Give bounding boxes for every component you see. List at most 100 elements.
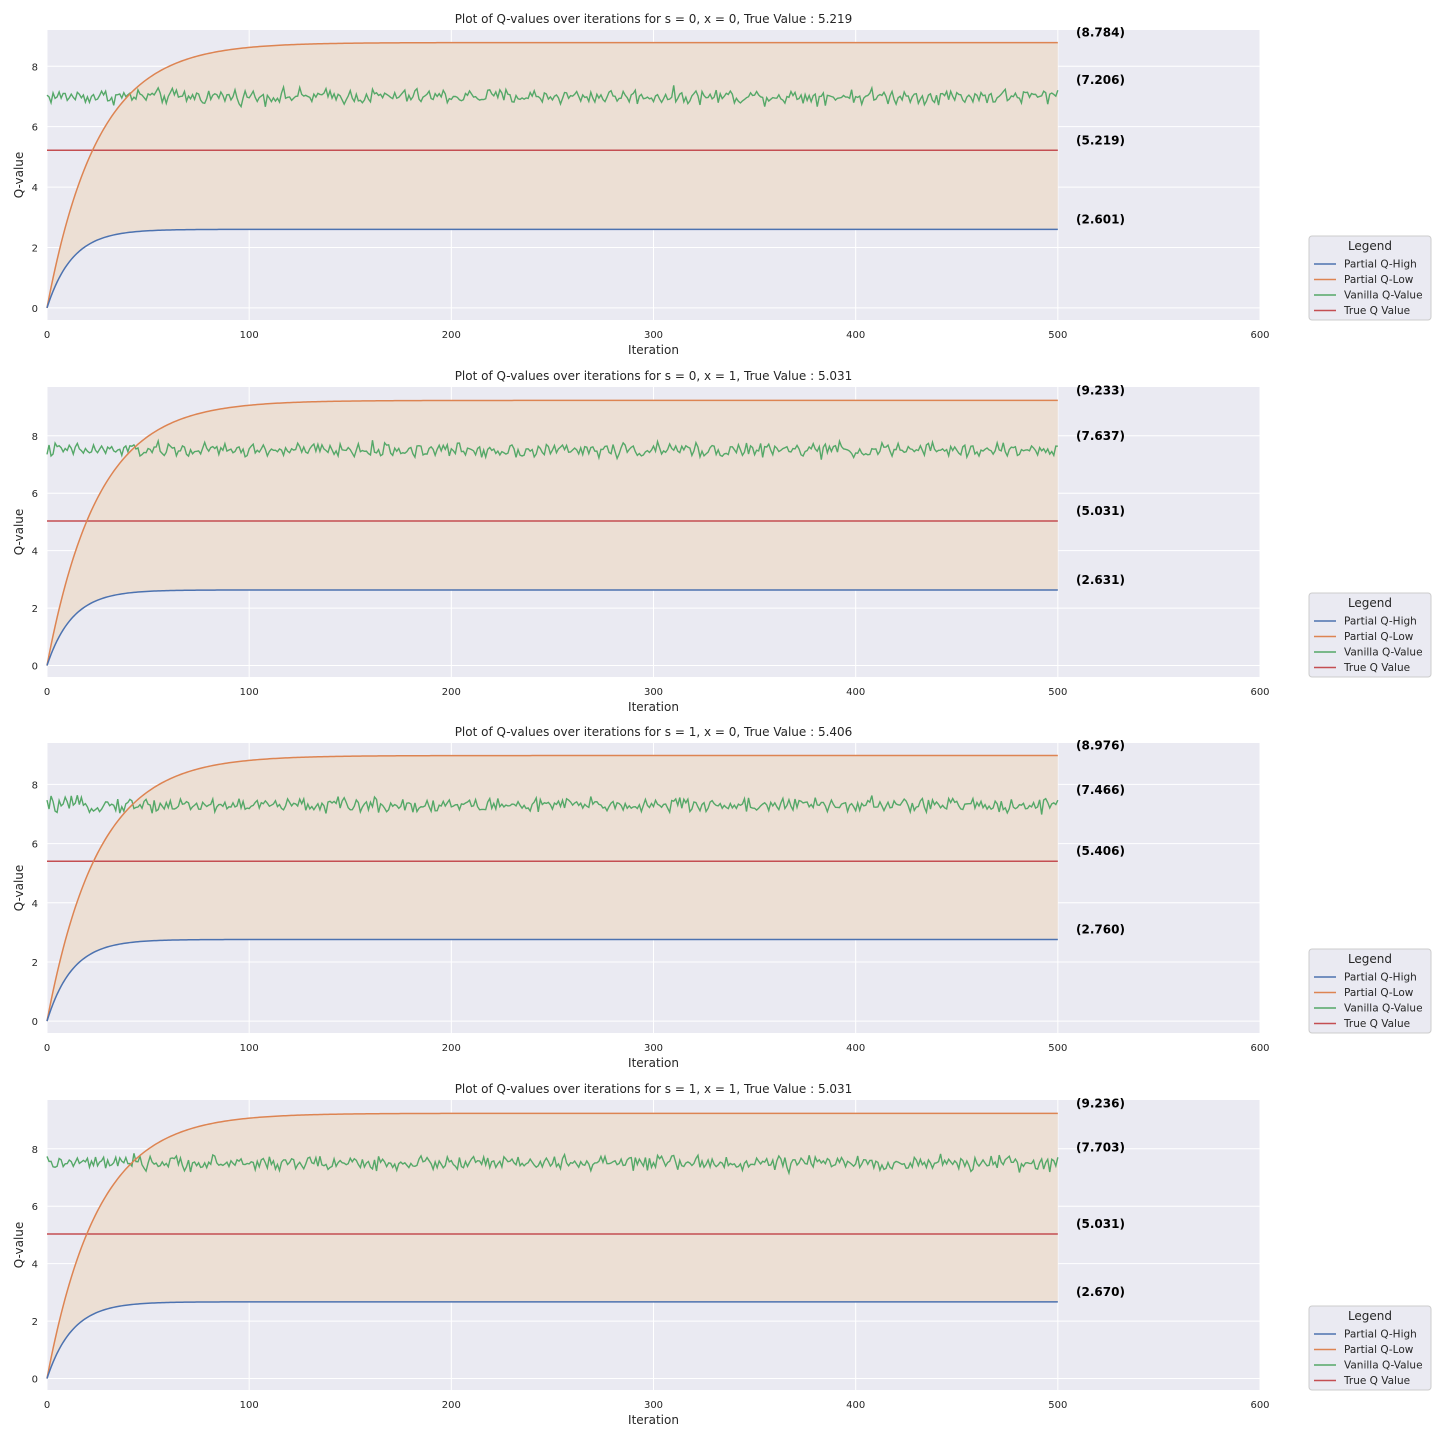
x-tick-label: 100 bbox=[240, 1400, 259, 1411]
legend-title: Legend bbox=[1348, 239, 1392, 253]
series-line-vanilla-q-value bbox=[46, 1152, 1059, 1176]
y-tick-label: 4 bbox=[32, 183, 38, 194]
x-tick-label: 300 bbox=[644, 1043, 663, 1054]
y-axis-label: Q-value bbox=[12, 1222, 26, 1269]
end-value-label: (2.631) bbox=[1076, 573, 1125, 587]
x-tick-label: 600 bbox=[1250, 1043, 1269, 1054]
end-value-label: (9.236) bbox=[1076, 1096, 1125, 1110]
end-value-label: (7.466) bbox=[1076, 783, 1125, 797]
legend-box bbox=[1308, 1305, 1432, 1391]
x-tick-label: 500 bbox=[1048, 1400, 1067, 1411]
end-value-label: (5.031) bbox=[1076, 504, 1125, 518]
series-line-partial-q-low bbox=[46, 399, 1058, 666]
y-tick-label: 6 bbox=[32, 840, 38, 851]
x-tick-label: 500 bbox=[1048, 687, 1067, 698]
x-tick-label: 0 bbox=[44, 687, 50, 698]
legend-box bbox=[1308, 592, 1432, 678]
y-tick-label: 0 bbox=[32, 1375, 38, 1386]
x-tick-label: 600 bbox=[1250, 687, 1269, 698]
y-tick-label: 2 bbox=[32, 244, 38, 255]
x-axis-label: Iteration bbox=[628, 1413, 679, 1427]
end-value-label: (9.233) bbox=[1076, 383, 1125, 397]
end-value-label: (8.976) bbox=[1076, 739, 1125, 753]
x-axis-label: Iteration bbox=[628, 700, 679, 714]
legend-entry: Vanilla Q-Value bbox=[1344, 647, 1423, 659]
y-tick-label: 4 bbox=[32, 899, 38, 910]
legend-entry: True Q Value bbox=[1343, 305, 1410, 317]
legend-entry: Vanilla Q-Value bbox=[1344, 1360, 1423, 1372]
legend-entry: Partial Q-High bbox=[1344, 259, 1417, 271]
x-tick-label: 600 bbox=[1250, 1400, 1269, 1411]
series-line-partial-q-low bbox=[46, 754, 1058, 1022]
y-tick-label: 2 bbox=[32, 604, 38, 615]
series-line-partial-q-low bbox=[46, 1112, 1058, 1379]
chart-panel-4: (9.236) (7.703) (5.031) (2.670) 0 100 200 300 40… bbox=[12, 1082, 1432, 1427]
x-tick-label: 200 bbox=[442, 330, 461, 341]
end-value-label: (5.031) bbox=[1076, 1217, 1125, 1231]
legend-entry: Partial Q-Low bbox=[1344, 274, 1414, 286]
legend-entry: Partial Q-High bbox=[1344, 616, 1417, 628]
end-value-label: (7.637) bbox=[1076, 429, 1125, 443]
x-tick-label: 600 bbox=[1250, 330, 1269, 341]
x-tick-label: 400 bbox=[846, 1043, 865, 1054]
y-axis-label: Q-value bbox=[12, 865, 26, 912]
legend-entry: True Q Value bbox=[1343, 1375, 1410, 1387]
legend-entry: Partial Q-Low bbox=[1344, 631, 1414, 643]
legend-entry: True Q Value bbox=[1343, 662, 1410, 674]
series-line-partial-q-high bbox=[46, 1301, 1058, 1379]
y-tick-label: 6 bbox=[32, 1202, 38, 1213]
x-tick-label: 500 bbox=[1048, 1043, 1067, 1054]
y-tick-label: 2 bbox=[32, 1317, 38, 1328]
y-tick-label: 0 bbox=[32, 662, 38, 673]
legend-entry: Partial Q-Low bbox=[1344, 987, 1414, 999]
legend: Legend Partial Q-High Partial Q-Low Vanilla… bbox=[1308, 235, 1432, 321]
x-tick-label: 300 bbox=[644, 1400, 663, 1411]
y-axis-label: Q-value bbox=[12, 152, 26, 199]
legend: Legend Partial Q-High Partial Q-Low Vanilla… bbox=[1308, 948, 1432, 1034]
end-value-label: (2.760) bbox=[1076, 922, 1125, 936]
x-tick-label: 400 bbox=[846, 687, 865, 698]
y-tick-label: 4 bbox=[32, 547, 38, 558]
x-tick-label: 500 bbox=[1048, 330, 1067, 341]
y-tick-label: 4 bbox=[32, 1260, 38, 1271]
x-tick-label: 400 bbox=[846, 330, 865, 341]
x-tick-label: 0 bbox=[44, 330, 50, 341]
y-tick-label: 0 bbox=[32, 304, 38, 315]
legend-entry: True Q Value bbox=[1343, 1018, 1410, 1030]
end-value-label: (7.206) bbox=[1076, 73, 1125, 87]
y-tick-label: 6 bbox=[32, 123, 38, 134]
chart-panel-3: (8.976)(7.466)(5.406)(2.760)0 100 200 300 40… bbox=[12, 725, 1432, 1070]
series-line-vanilla-q-value bbox=[46, 438, 1058, 461]
legend-entry: Partial Q-High bbox=[1344, 972, 1417, 984]
x-tick-label: 400 bbox=[846, 1400, 865, 1411]
y-tick-label: 8 bbox=[32, 780, 38, 791]
legend-title: Legend bbox=[1348, 1309, 1392, 1323]
end-value-label: (2.601) bbox=[1076, 212, 1125, 226]
fill-between-band bbox=[47, 755, 1058, 1022]
end-value-label: (5.219) bbox=[1076, 133, 1125, 147]
y-axis-label: Q-value bbox=[12, 509, 26, 556]
x-tick-label: 200 bbox=[442, 1400, 461, 1411]
series-line-partial-q-low bbox=[46, 41, 1058, 309]
series-line-partial-q-high bbox=[46, 938, 1058, 1022]
series-line-partial-q-high bbox=[46, 228, 1058, 309]
end-value-label: (8.784) bbox=[1076, 26, 1125, 40]
series-line-vanilla-q-value bbox=[46, 84, 1059, 109]
fill-between-band bbox=[47, 42, 1058, 308]
end-value-label: (2.670) bbox=[1076, 1285, 1125, 1299]
legend-title: Legend bbox=[1348, 596, 1392, 610]
y-tick-label: 8 bbox=[32, 432, 38, 443]
x-axis-label: Iteration bbox=[628, 1056, 679, 1070]
chart-title: Plot of Q-values over iterations for s =… bbox=[455, 725, 853, 739]
legend-entry: Partial Q-Low bbox=[1344, 1344, 1414, 1356]
end-value-label: (7.703) bbox=[1076, 1140, 1125, 1154]
legend-box bbox=[1308, 948, 1432, 1034]
legend-entry: Vanilla Q-Value bbox=[1344, 290, 1423, 302]
x-tick-label: 0 bbox=[44, 1043, 50, 1054]
x-tick-label: 300 bbox=[644, 330, 663, 341]
chart-title: Plot of Q-values over iterations for s =… bbox=[455, 12, 853, 26]
chart-title: Plot of Q-values over iterations for s =… bbox=[455, 1082, 853, 1096]
y-tick-label: 8 bbox=[32, 62, 38, 73]
